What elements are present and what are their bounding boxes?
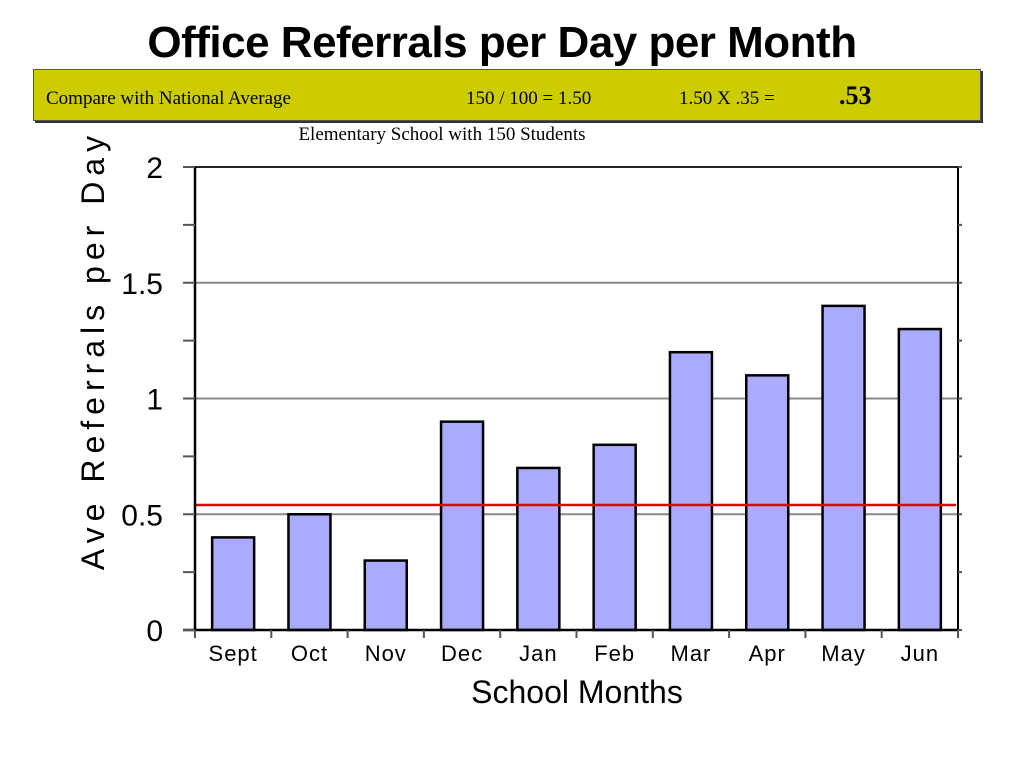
x-tick-label-may: May [821,641,866,666]
comparison-label: Compare with National Average [46,88,291,109]
chart-subtitle: Elementary School with 150 Students [298,124,585,145]
x-tick-label-nov: Nov [365,641,407,666]
bar-apr [745,374,790,632]
x-tick-label-jun: Jun [901,641,939,666]
x-tick-label-mar: Mar [671,641,712,666]
slide-title: Office Referrals per Day per Month [147,18,857,67]
comparison-ratio-calculation: 150 / 100 = 1.50 [466,88,592,109]
bar-dec [439,420,485,632]
x-axis-label: School Months [471,674,683,710]
x-tick-label-jan: Jan [519,641,557,666]
bar-oct [287,513,332,632]
y-tick-labels: 0 0.5 1 1.5 2 [121,152,163,648]
y-axis-label: Ave Referrals per Day [75,130,111,570]
bar-nov [363,559,408,632]
bar-feb [592,443,637,632]
comparison-product-calculation: 1.50 X .35 = [679,88,775,109]
y-tick-label: 0 [146,615,163,648]
y-tick-label: 1.5 [121,268,163,301]
y-tick-label: 2 [146,152,163,185]
x-tick-labels: Sept Oct Nov Dec Jan Feb Mar Apr May Jun [209,641,939,666]
axes [183,166,962,638]
bar-jan [516,466,561,632]
bars [210,304,943,632]
national-average-comparison-box: Compare with National Average 150 / 100 … [33,69,981,121]
y-tick-label: 0.5 [121,499,163,532]
comparison-result: .53 [839,81,872,110]
x-tick-label-sept: Sept [209,641,258,666]
bar-jun [897,327,943,632]
y-tick-label: 1 [146,384,163,417]
x-tick-label-dec: Dec [441,641,483,666]
x-tick-label-oct: Oct [291,641,328,666]
bar-sept [210,536,256,632]
x-tick-label-apr: Apr [749,641,786,666]
bar-may [821,304,866,632]
x-tick-label-feb: Feb [594,641,635,666]
bar-mar [668,350,714,632]
